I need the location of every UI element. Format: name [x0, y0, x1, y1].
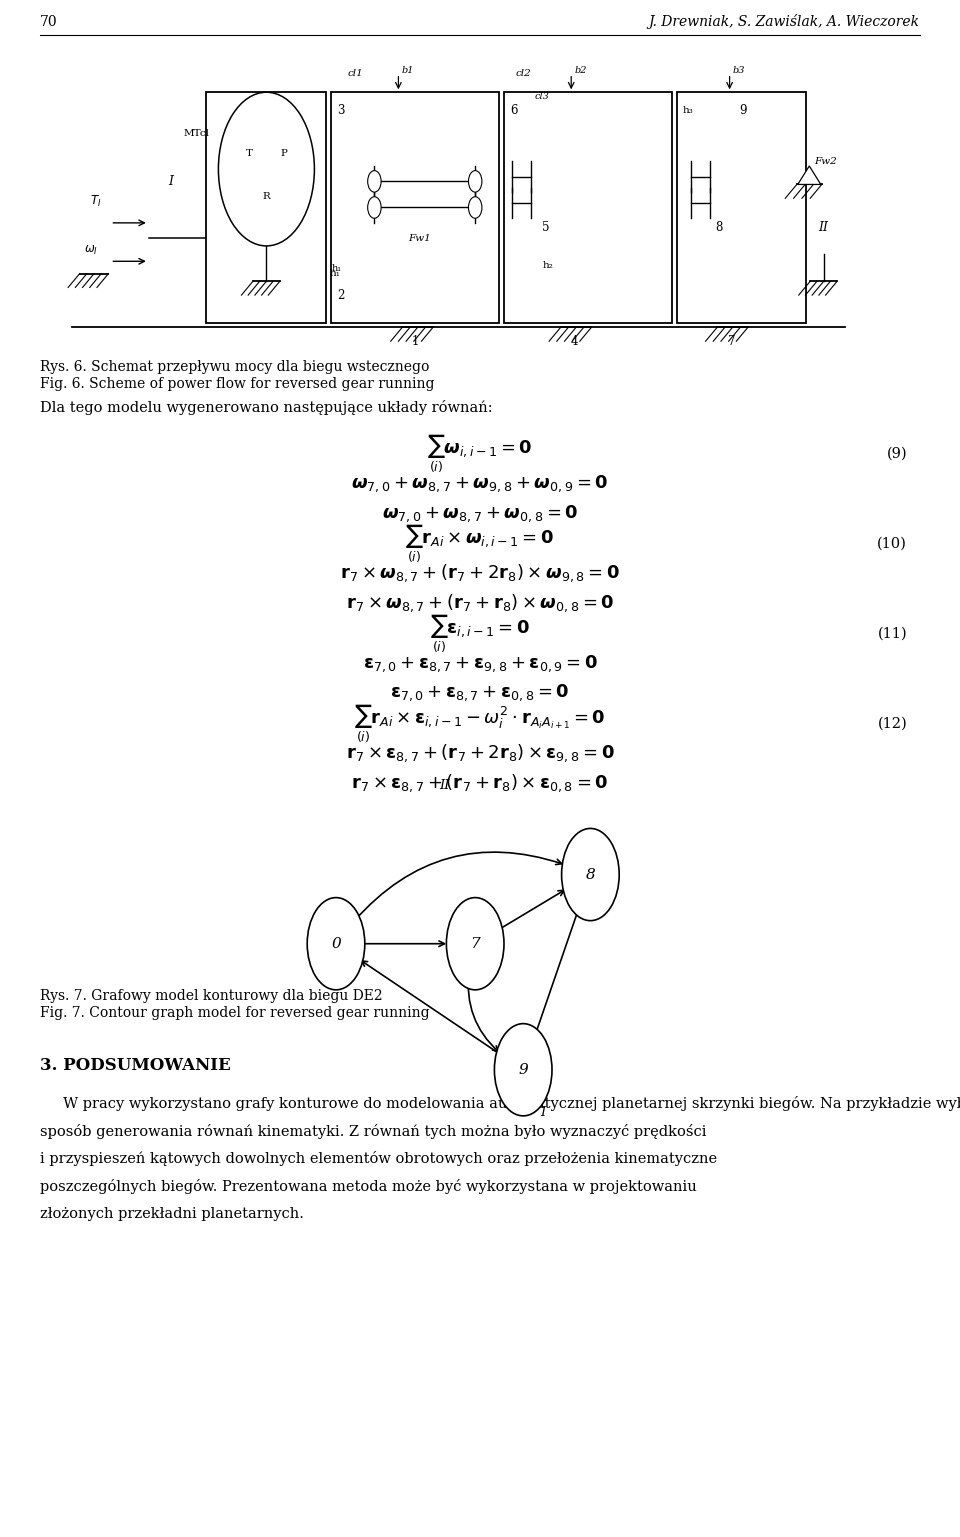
Text: II: II	[819, 221, 828, 234]
Text: i przyspieszeń kątowych dowolnych elementów obrotowych oraz przełożenia kinematy: i przyspieszeń kątowych dowolnych elemen…	[40, 1151, 717, 1167]
Text: h₁: h₁	[329, 269, 340, 278]
Text: poszczególnych biegów. Prezentowana metoda może być wykorzystana w projektowaniu: poszczególnych biegów. Prezentowana meto…	[40, 1179, 697, 1194]
Text: Rys. 7. Grafowy model konturowy dla biegu DE2: Rys. 7. Grafowy model konturowy dla bieg…	[40, 988, 383, 1004]
Text: $\boldsymbol{\omega}_{7,0}+\boldsymbol{\omega}_{8,7}+\boldsymbol{\omega}_{9,8}+\: $\boldsymbol{\omega}_{7,0}+\boldsymbol{\…	[351, 473, 609, 493]
Bar	[331, 92, 499, 323]
Text: h₃: h₃	[683, 106, 693, 115]
Text: R: R	[262, 192, 271, 201]
Text: (12): (12)	[877, 716, 907, 730]
Text: I: I	[540, 1107, 545, 1119]
Text: b2: b2	[574, 66, 587, 75]
Text: $\omega_I$: $\omega_I$	[84, 244, 98, 257]
Bar	[677, 92, 806, 323]
Text: $\sum_{(i)}\boldsymbol{\omega}_{i,i-1}=\mathbf{0}$: $\sum_{(i)}\boldsymbol{\omega}_{i,i-1}=\…	[427, 432, 533, 475]
Text: Fw1: Fw1	[409, 234, 431, 243]
Text: (10): (10)	[877, 536, 907, 550]
Circle shape	[562, 828, 619, 921]
Text: złożonych przekładni planetarnych.: złożonych przekładni planetarnych.	[40, 1207, 304, 1222]
Text: 70: 70	[40, 14, 58, 29]
Text: 1: 1	[412, 335, 420, 347]
Text: 3. PODSUMOWANIE: 3. PODSUMOWANIE	[40, 1056, 231, 1074]
Text: Fig. 6. Scheme of power flow for reversed gear running: Fig. 6. Scheme of power flow for reverse…	[40, 377, 435, 392]
Circle shape	[468, 197, 482, 218]
Text: h₁: h₁	[331, 264, 342, 274]
Circle shape	[368, 197, 381, 218]
Text: $\sum_{(i)}\mathbf{r}_{Ai}\times\boldsymbol{\omega}_{i,i-1}=\mathbf{0}$: $\sum_{(i)}\mathbf{r}_{Ai}\times\boldsym…	[405, 523, 555, 564]
Bar	[206, 92, 326, 323]
Text: MTcl: MTcl	[183, 129, 210, 138]
Text: 7: 7	[728, 335, 735, 347]
Text: $\mathbf{r}_{7}\times\boldsymbol{\varepsilon}_{8,7}+\left(\mathbf{r}_{7}+2\mathb: $\mathbf{r}_{7}\times\boldsymbol{\vareps…	[346, 742, 614, 764]
Text: 0: 0	[331, 936, 341, 951]
Text: Dla tego modelu wygenerowano następujące układy równań:: Dla tego modelu wygenerowano następujące…	[40, 400, 492, 415]
Text: $\sum_{(i)}\boldsymbol{\varepsilon}_{i,i-1}=\mathbf{0}$: $\sum_{(i)}\boldsymbol{\varepsilon}_{i,i…	[430, 612, 530, 655]
Circle shape	[307, 898, 365, 990]
Text: Fw2: Fw2	[814, 157, 837, 166]
Text: II: II	[439, 779, 449, 792]
Text: (9): (9)	[887, 446, 907, 461]
Text: $\mathbf{r}_{7}\times\boldsymbol{\omega}_{8,7}+\left(\mathbf{r}_{7}+2\mathbf{r}_: $\mathbf{r}_{7}\times\boldsymbol{\omega}…	[340, 563, 620, 584]
Circle shape	[494, 1024, 552, 1116]
Text: 6: 6	[510, 105, 517, 117]
Text: 3: 3	[337, 105, 345, 117]
Text: 9: 9	[739, 105, 747, 117]
Text: $T_I$: $T_I$	[90, 194, 102, 209]
Text: cl1: cl1	[348, 69, 363, 78]
Text: 4: 4	[570, 335, 578, 347]
Text: $\boldsymbol{\varepsilon}_{7,0}+\boldsymbol{\varepsilon}_{8,7}+\boldsymbol{\vare: $\boldsymbol{\varepsilon}_{7,0}+\boldsym…	[391, 682, 569, 704]
Text: W pracy wykorzystano grafy konturowe do modelowania automatycznej planetarnej sk: W pracy wykorzystano grafy konturowe do …	[40, 1096, 960, 1111]
Text: 8: 8	[715, 221, 723, 234]
Text: I: I	[168, 175, 174, 188]
Text: cl2: cl2	[516, 69, 531, 78]
Text: $\boldsymbol{\varepsilon}_{7,0}+\boldsymbol{\varepsilon}_{8,7}+\boldsymbol{\vare: $\boldsymbol{\varepsilon}_{7,0}+\boldsym…	[363, 653, 597, 673]
Text: 9: 9	[518, 1062, 528, 1077]
Text: sposób generowania równań kinematyki. Z równań tych można było wyznaczyć prędkoś: sposób generowania równań kinematyki. Z …	[40, 1124, 707, 1139]
Bar	[504, 92, 672, 323]
Text: $\mathbf{r}_{7}\times\boldsymbol{\varepsilon}_{8,7}+\left(\mathbf{r}_{7}+\mathbf: $\mathbf{r}_{7}\times\boldsymbol{\vareps…	[351, 772, 609, 795]
Text: (11): (11)	[877, 626, 907, 641]
Circle shape	[368, 171, 381, 192]
Text: cl3: cl3	[535, 92, 550, 101]
Circle shape	[468, 171, 482, 192]
Circle shape	[219, 92, 315, 246]
Polygon shape	[798, 166, 821, 184]
Text: Fig. 7. Contour graph model for reversed gear running: Fig. 7. Contour graph model for reversed…	[40, 1005, 430, 1021]
Text: Rys. 6. Schemat przepływu mocy dla biegu wstecznego: Rys. 6. Schemat przepływu mocy dla biegu…	[40, 360, 430, 375]
Text: $\boldsymbol{\omega}_{7,0}+\boldsymbol{\omega}_{8,7}+\boldsymbol{\omega}_{0,8}=\: $\boldsymbol{\omega}_{7,0}+\boldsymbol{\…	[382, 503, 578, 524]
Text: J. Drewniak, S. Zawiślak, A. Wieczorek: J. Drewniak, S. Zawiślak, A. Wieczorek	[649, 14, 920, 29]
Text: $\mathbf{r}_{7}\times\boldsymbol{\omega}_{8,7}+\left(\mathbf{r}_{7}+\mathbf{r}_{: $\mathbf{r}_{7}\times\boldsymbol{\omega}…	[346, 592, 614, 615]
Text: 7: 7	[470, 936, 480, 951]
Text: h₂: h₂	[542, 261, 553, 271]
Text: P: P	[280, 149, 287, 158]
Text: 2: 2	[337, 289, 345, 301]
Text: b1: b1	[401, 66, 414, 75]
Text: 5: 5	[542, 221, 550, 234]
Text: 8: 8	[586, 867, 595, 882]
Text: $\sum_{(i)}\mathbf{r}_{Ai}\times\boldsymbol{\varepsilon}_{i,i-1}-\omega_i^2\cdot: $\sum_{(i)}\mathbf{r}_{Ai}\times\boldsym…	[354, 702, 606, 744]
Text: b3: b3	[732, 66, 745, 75]
Circle shape	[446, 898, 504, 990]
Text: T: T	[246, 149, 252, 158]
